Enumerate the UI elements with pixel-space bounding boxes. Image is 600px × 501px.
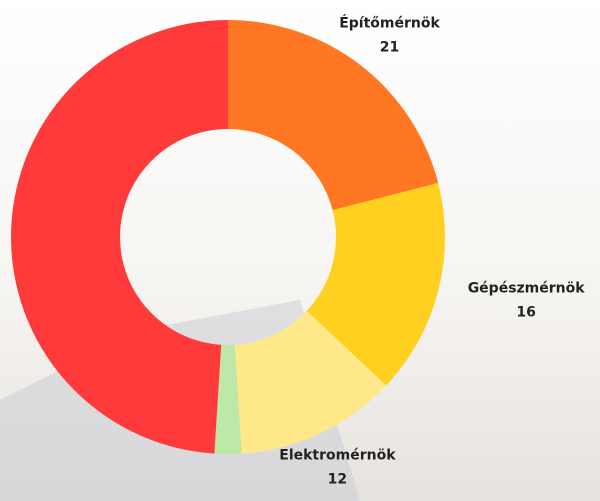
donut-segment xyxy=(234,310,387,454)
donut-segment xyxy=(228,20,439,211)
value-label: 12 xyxy=(328,472,347,488)
segment-label: Gépészmérnök xyxy=(468,280,586,296)
value-label: 21 xyxy=(380,40,399,56)
donut-segment xyxy=(214,344,242,454)
donut-segment xyxy=(11,20,228,454)
segment-label: Építőmérnök xyxy=(339,15,440,32)
segment-label: Elektromérnök xyxy=(279,448,396,464)
donut-segment xyxy=(306,183,445,386)
value-label: 16 xyxy=(516,304,535,320)
